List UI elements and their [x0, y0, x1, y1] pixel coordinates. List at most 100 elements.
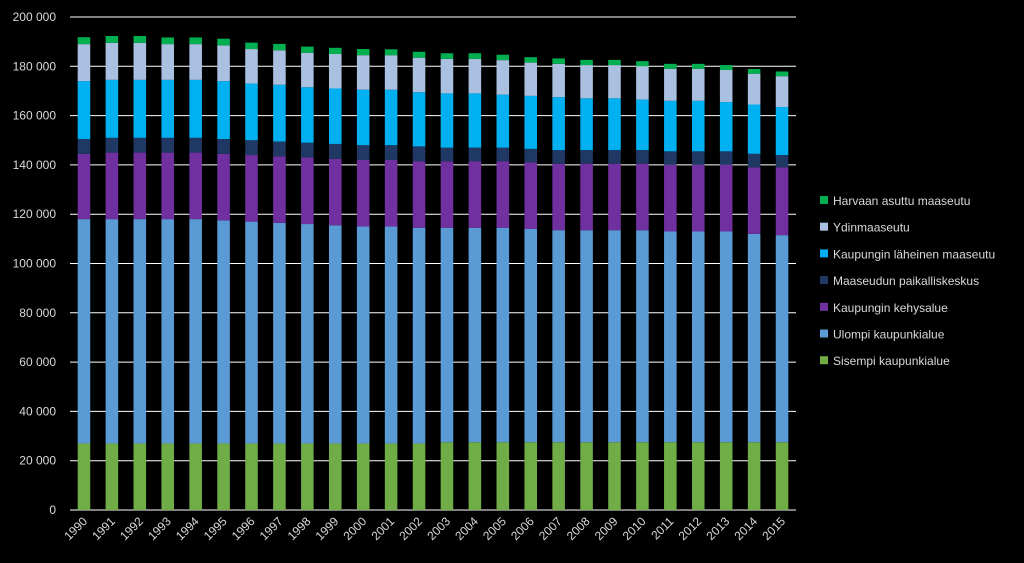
bar-segment	[636, 442, 649, 510]
bar-segment	[412, 227, 426, 444]
bar-segment	[217, 38, 230, 46]
bar-segment	[719, 164, 733, 232]
bar-segment	[245, 140, 258, 156]
bar-segment	[105, 137, 119, 153]
bar-segment	[328, 225, 342, 444]
legend-swatch	[820, 276, 828, 285]
bar-segment	[636, 163, 649, 231]
bar-segment	[161, 443, 175, 510]
y-tick-label: 120 000	[13, 207, 57, 221]
bar-segment	[608, 150, 621, 164]
bar-segment	[217, 153, 230, 221]
y-tick-label: 60 000	[19, 355, 56, 369]
bar-segment	[105, 42, 119, 80]
bar-segment	[328, 143, 342, 159]
bar-segment	[496, 161, 510, 228]
x-tick-label: 2000	[341, 514, 370, 543]
bar-segment	[412, 146, 426, 162]
bar-segment	[775, 155, 789, 168]
bar-segment	[524, 162, 538, 229]
bar-segment	[552, 97, 565, 151]
bar-segment	[524, 95, 538, 149]
bar-segment	[133, 35, 147, 43]
bar-segment	[189, 219, 202, 444]
x-tick-label: 2014	[731, 514, 760, 543]
bar-segment	[273, 141, 286, 157]
bar-segment	[133, 79, 147, 138]
legend-label: Ulompi kaupunkialue	[833, 328, 945, 342]
bar-segment	[77, 219, 91, 444]
bar-segment	[552, 163, 565, 231]
bar-segment	[77, 81, 91, 140]
x-tick-label: 2005	[480, 514, 509, 543]
bar-segment	[161, 79, 175, 138]
bar-segment	[133, 152, 147, 220]
bar-segment	[580, 98, 593, 151]
bar-segment	[384, 145, 398, 160]
bar-segment	[664, 100, 677, 152]
bar-segment	[552, 442, 565, 510]
bar-segment	[664, 164, 677, 232]
bar-segment	[328, 443, 342, 510]
bar-segment	[189, 44, 202, 80]
bar-segment	[356, 159, 370, 227]
bar-segment	[217, 220, 230, 444]
bar-segment	[636, 99, 649, 151]
x-tick-label: 2002	[396, 514, 425, 543]
bar-segment	[580, 442, 593, 510]
bar-segment	[440, 442, 454, 510]
x-tick-label: 1999	[313, 514, 342, 543]
y-axis: 0 20 000 40 000 60 000 80 000 100 000 120 000 1…	[13, 10, 57, 517]
bar-segment	[440, 93, 454, 148]
legend-label: Kaupungin läheinen maaseutu	[833, 247, 995, 261]
bar-segment	[636, 150, 649, 164]
x-tick-label: 2011	[648, 514, 676, 542]
bar-segment	[217, 139, 230, 154]
bar-segment	[636, 61, 649, 67]
bar-segment	[356, 89, 370, 146]
bar-segment	[77, 443, 91, 510]
bar-segment	[440, 58, 454, 94]
x-tick-label: 1993	[145, 514, 174, 543]
bar-segment	[496, 60, 510, 95]
bar-segment	[608, 230, 621, 443]
bar-segment	[356, 443, 370, 510]
bar-segment	[775, 167, 789, 236]
y-tick-label: 200 000	[13, 10, 57, 24]
x-tick-label: 1990	[61, 514, 90, 543]
bar-segment	[273, 50, 286, 85]
bar-segment	[608, 98, 621, 151]
bar-segment	[412, 443, 426, 510]
bar-segment	[552, 63, 565, 98]
bar-segment	[245, 443, 258, 510]
x-axis: 1990 1991 1992 1993 1994 1995 1996 1997 1998 1999…	[61, 514, 788, 543]
x-tick-label: 1998	[285, 514, 314, 543]
bar-segment	[105, 152, 119, 220]
bar-segment	[775, 235, 789, 443]
bar-segment	[747, 69, 761, 74]
bar-segment	[384, 226, 398, 444]
bar-segment	[273, 156, 286, 223]
y-tick-label: 180 000	[13, 59, 57, 73]
legend-swatch	[820, 329, 828, 338]
legend-label: Harvaan asuttu maaseutu	[833, 194, 970, 208]
bar-segment	[747, 73, 761, 105]
bar-segment	[133, 137, 147, 153]
x-tick-label: 1992	[117, 514, 146, 543]
bar-segment	[328, 158, 342, 226]
bar-segment	[384, 89, 398, 146]
bar-segment	[161, 44, 175, 80]
bar-segment	[691, 151, 705, 165]
bar-segment	[301, 142, 314, 158]
bar-segment	[524, 228, 538, 443]
bar-segment	[356, 55, 370, 90]
bar-segment	[245, 49, 258, 84]
bar-segment	[496, 227, 510, 443]
bar-segment	[328, 47, 342, 54]
x-tick-label: 2004	[452, 514, 481, 543]
y-tick-label: 20 000	[19, 454, 56, 468]
bar-segment	[301, 157, 314, 225]
bar-segment	[747, 104, 761, 154]
bar-segment	[105, 35, 119, 43]
